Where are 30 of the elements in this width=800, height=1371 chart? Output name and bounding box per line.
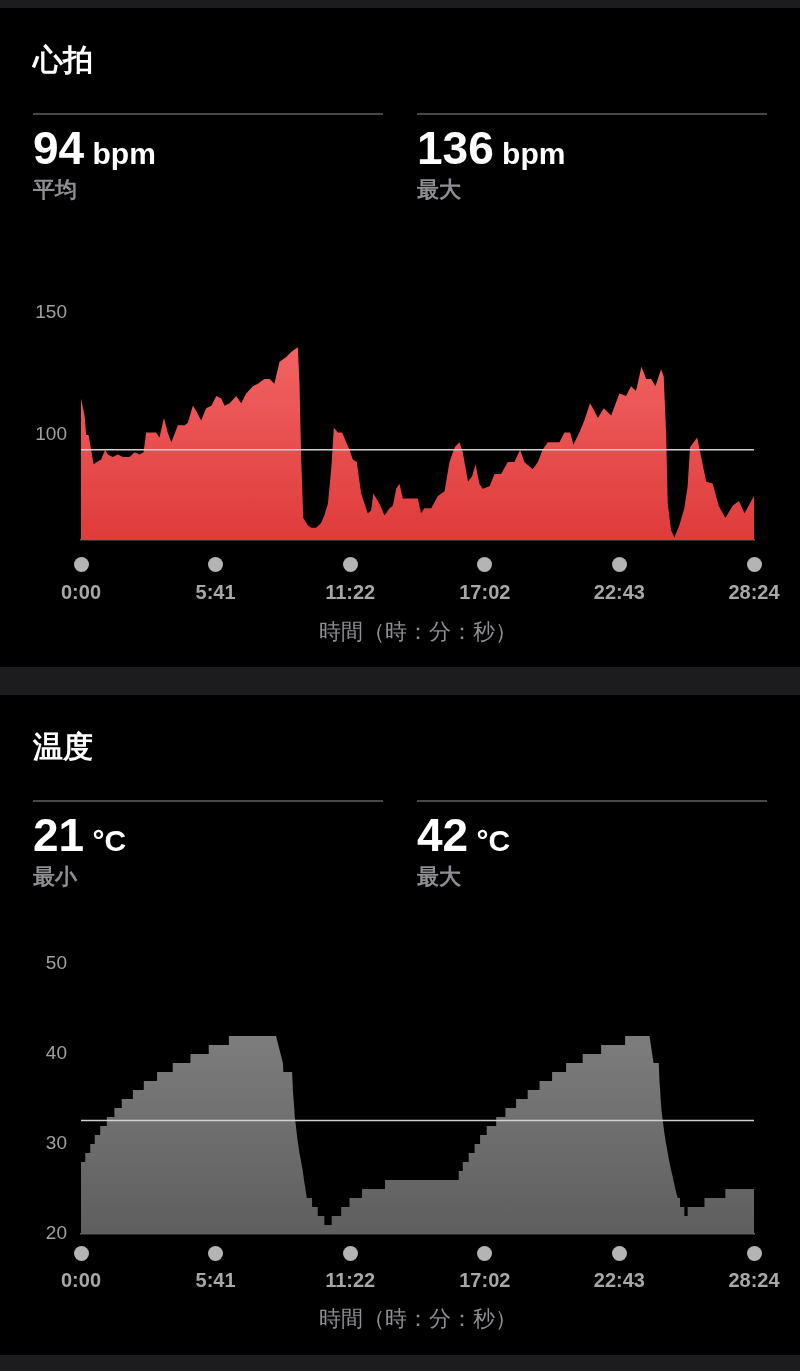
x-tick-label: 17:02 (459, 580, 511, 603)
x-tick-label: 0:00 (60, 580, 102, 603)
text: 平均 (33, 177, 77, 203)
x-tick-label: 22:43 (593, 1268, 645, 1291)
x-tick-label: 5:41 (195, 1268, 236, 1291)
text: 21 °C (33, 809, 127, 861)
y-tick-label: 100 (35, 423, 67, 445)
x-tick-label: 28:24 (728, 1268, 781, 1291)
y-tick-label: 20 (45, 1222, 67, 1244)
text: 最小 (33, 864, 77, 890)
x-tick-label: 11:22 (325, 580, 376, 603)
y-tick-label: 150 (35, 301, 67, 323)
text: 136 bpm (417, 122, 566, 174)
x-tick-label: 28:24 (728, 580, 781, 603)
text: 最大 (417, 864, 461, 890)
chart-title: 心拍 (33, 43, 93, 76)
x-tick-label: 22:43 (593, 580, 645, 603)
x-tick-label: 11:22 (325, 1268, 376, 1291)
chart-title: 温度 (33, 730, 93, 763)
y-tick-label: 30 (45, 1132, 67, 1154)
text: 94 bpm (33, 122, 156, 174)
x-axis-title: 時間（時：分：秒） (317, 1305, 518, 1333)
x-tick-label: 0:00 (60, 1268, 102, 1291)
x-axis-title: 時間（時：分：秒） (317, 618, 518, 646)
x-tick-label: 17:02 (459, 1268, 511, 1291)
text: 最大 (417, 177, 461, 203)
text: 42 °C (417, 809, 511, 861)
y-tick-label: 40 (45, 1042, 67, 1064)
x-tick-label: 5:41 (195, 580, 236, 603)
y-tick-label: 50 (45, 952, 67, 974)
